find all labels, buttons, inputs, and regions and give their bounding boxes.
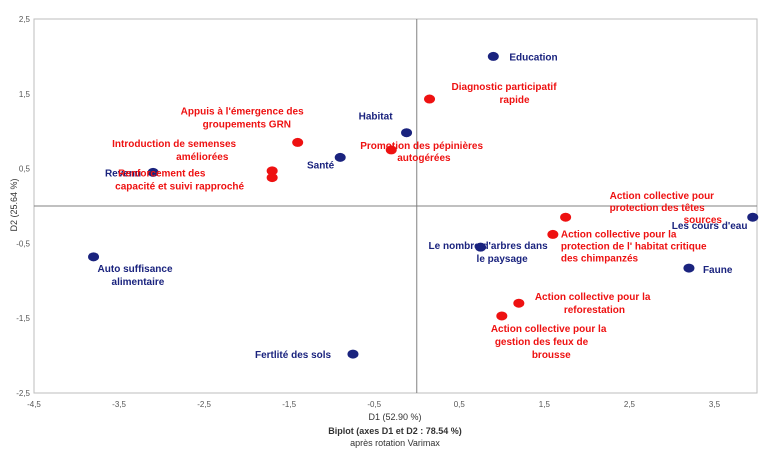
point-label: Renforcement des capacité et suivi rappro… xyxy=(115,169,244,193)
point-label-line: protection des têtes xyxy=(610,203,705,214)
point-label: Diagnostic participatif rapide xyxy=(452,82,558,106)
y-tick-labels: 2,5 1,5 0,5 -0,5 -1,5 -2,5 xyxy=(16,15,30,398)
point-label-line: groupements GRN xyxy=(203,119,291,130)
x-tick-label: -0,5 xyxy=(367,400,381,409)
point-marker xyxy=(266,173,278,183)
point-marker xyxy=(385,145,397,155)
y-tick-label: -1,5 xyxy=(16,314,30,323)
point-marker xyxy=(560,212,572,222)
x-tick-label: -2,5 xyxy=(197,400,211,409)
point-label-line: Santé xyxy=(307,160,335,171)
point-label-line: Introduction de semenses xyxy=(112,139,236,150)
point-label: Action collective pour la gestion des feu… xyxy=(491,324,607,361)
point-label: Habitat xyxy=(359,112,394,123)
point-label-line: alimentaire xyxy=(112,277,165,288)
x-tick-labels: -4,5 -3,5 -2,5 -1,5 -0,5 0,5 1,5 2,5 3,5 xyxy=(27,400,720,409)
point-label-line: autogérées xyxy=(397,153,451,164)
point-label: Education xyxy=(509,52,557,63)
point-label-line: Action collective pour xyxy=(610,191,715,202)
point-label: Introduction de semenses améliorées xyxy=(112,139,236,163)
point-label-line: brousse xyxy=(532,350,571,361)
point-label: Santé xyxy=(307,160,335,171)
point-marker xyxy=(401,128,413,138)
point-label: Les cours d'eau xyxy=(672,221,748,232)
point-label-line: protection de l' habitat critique xyxy=(561,241,707,252)
x-tick-label: 2,5 xyxy=(624,400,636,409)
point-marker xyxy=(683,263,695,273)
point-label: Auto suffisance alimentaire xyxy=(98,264,173,288)
point-label-line: rapide xyxy=(500,95,530,106)
point-label: Le nombre d'arbres dans le paysage xyxy=(429,241,549,265)
point-label: Action collective pour protection des têt… xyxy=(610,191,723,226)
point-label-line: Auto suffisance xyxy=(98,264,173,275)
point-label-line: Les cours d'eau xyxy=(672,221,748,232)
point-label: Promotion des pépinières autogérées xyxy=(360,141,483,164)
point-label: Appuis à l'émergence des groupements GRN xyxy=(181,106,304,130)
point-marker xyxy=(147,167,159,177)
point-label-line: Action collective pour la xyxy=(535,292,651,303)
point-marker xyxy=(424,94,436,104)
point-label-line: des chimpanzés xyxy=(561,253,639,264)
x-tick-label: 0,5 xyxy=(454,400,466,409)
point-label-line: Promotion des pépinières xyxy=(360,141,483,152)
y-tick-label: 0,5 xyxy=(19,165,31,174)
point-label-line: reforestation xyxy=(564,305,625,316)
point-marker xyxy=(475,242,487,252)
point-marker xyxy=(747,212,759,222)
point-marker xyxy=(347,349,359,359)
x-tick-label: 3,5 xyxy=(709,400,721,409)
point-label-line: capacité et suivi rapproché xyxy=(115,182,244,193)
point-marker xyxy=(487,51,499,61)
point-marker xyxy=(266,166,278,176)
point-label: Revenu xyxy=(105,168,141,179)
point-label-line: Renforcement des xyxy=(118,169,206,180)
point-label-line: gestion des feux de xyxy=(495,337,589,348)
y-tick-label: -0,5 xyxy=(16,239,30,248)
point-label-line: Diagnostic participatif xyxy=(452,82,558,93)
x-axis-title: D1 (52.90 %) xyxy=(368,412,421,422)
y-tick-label: 2,5 xyxy=(19,15,31,24)
point-marker xyxy=(496,311,508,321)
point-labels: Education Habitat Santé Revenu Auto suffisan… xyxy=(98,52,748,361)
point-label-line: Appuis à l'émergence des xyxy=(181,106,304,117)
point-marker xyxy=(334,152,346,162)
point-label-line: sources xyxy=(684,215,723,226)
x-tick-label: -1,5 xyxy=(282,400,296,409)
caption-line-2: après rotation Varimax xyxy=(350,438,440,448)
point-label: Faune xyxy=(703,265,733,276)
point-marker xyxy=(513,298,525,308)
point-label-line: améliorées xyxy=(176,152,229,163)
point-label-line: Habitat xyxy=(359,112,394,123)
point-marker xyxy=(547,229,559,239)
point-label-line: Faune xyxy=(703,265,733,276)
x-tick-label: 1,5 xyxy=(539,400,551,409)
point-label-line: Fertlité des sols xyxy=(255,350,332,361)
y-tick-label: -2,5 xyxy=(16,389,30,398)
x-tick-label: -4,5 xyxy=(27,400,41,409)
point-label: Action collective pour la protection de l… xyxy=(561,229,707,264)
point-marker xyxy=(292,137,304,147)
point-label-line: Le nombre d'arbres dans xyxy=(429,241,549,252)
x-tick-label: -3,5 xyxy=(112,400,126,409)
point-marker xyxy=(88,252,100,262)
point-label-line: Action collective pour la xyxy=(491,324,607,335)
y-tick-label: 1,5 xyxy=(19,90,31,99)
y-axis-title: D2 (25.64 %) xyxy=(9,178,19,231)
point-label: Fertlité des sols xyxy=(255,350,332,361)
point-label-line: Education xyxy=(509,52,557,63)
point-label-line: Action collective pour la xyxy=(561,229,677,240)
data-points xyxy=(88,51,759,359)
point-label: Action collective pour la reforestation xyxy=(535,292,651,316)
caption-line-1: Biplot (axes D1 et D2 : 78.54 %) xyxy=(328,426,462,436)
point-label-line: le paysage xyxy=(477,254,529,265)
point-label-line: Revenu xyxy=(105,168,141,179)
